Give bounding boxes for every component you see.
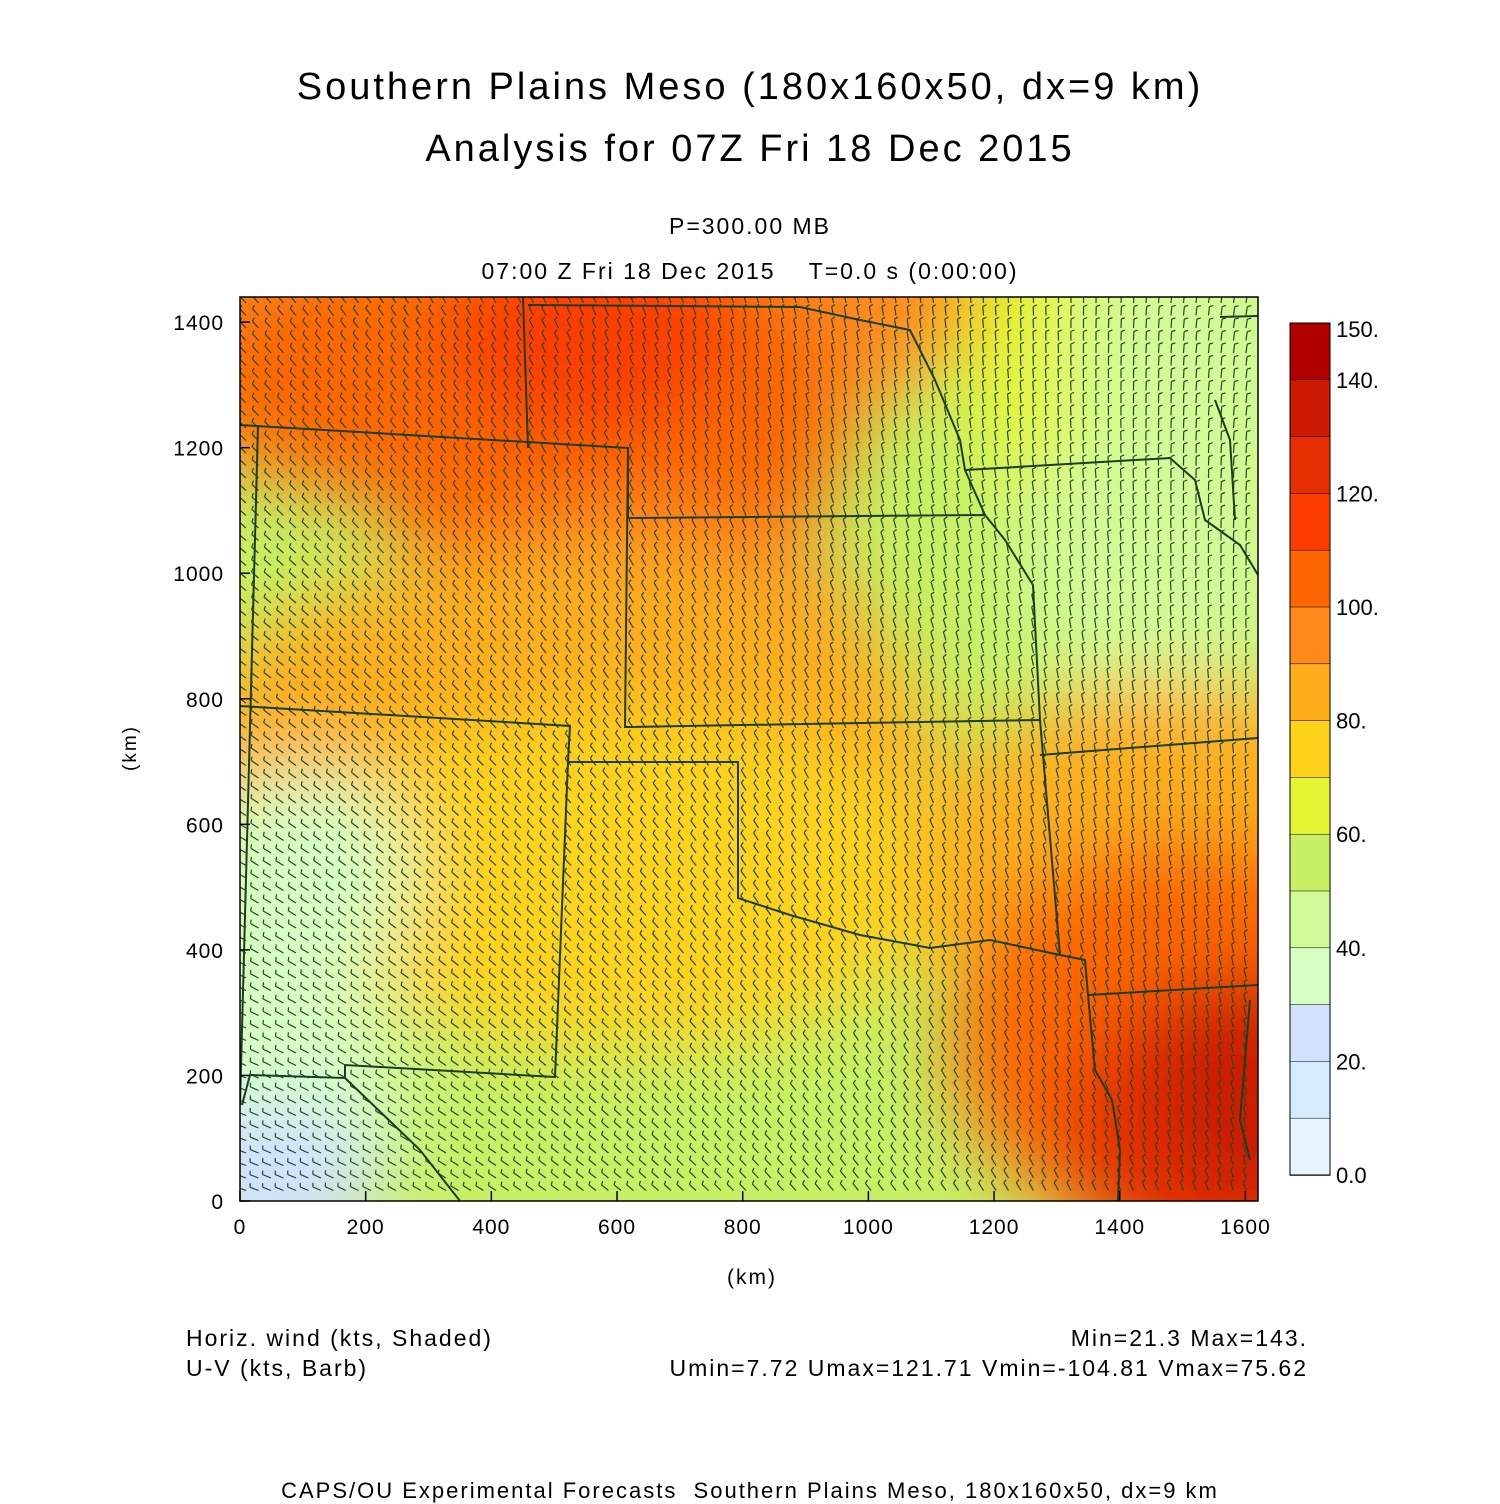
level-label: P=300.00 MB [668,213,831,239]
y-tick-label: 0 [211,1191,224,1214]
x-axis-label: (km) [727,1266,777,1289]
y-tick-label: 1200 [173,438,224,461]
x-tick-label: 1400 [1094,1216,1145,1239]
colorbar-label: 120. [1336,481,1379,506]
x-tick-label: 0 [234,1216,247,1239]
colorbar-segment [1289,606,1331,665]
colorbar-segment [1289,436,1331,495]
colorbar-segment [1289,777,1331,835]
colorbar-label: 100. [1336,595,1379,620]
colorbar-label: 140. [1336,368,1379,393]
x-tick-label: 1600 [1220,1216,1271,1239]
minmax-stats: Min=21.3 Max=143. [1070,1325,1308,1351]
x-tick-label: 600 [598,1216,636,1239]
x-tick-label: 800 [724,1216,762,1239]
y-tick-label: 200 [186,1065,224,1088]
y-tick-label: 1400 [173,312,224,335]
colorbar-segment [1289,663,1331,722]
colorbar: 150. 140. 120. 100. 80. 60. 40. 20. 0.0 [1289,317,1379,1188]
x-tick-label: 1200 [969,1216,1020,1239]
plot-frame [239,296,1259,1202]
colorbar-label: 150. [1336,317,1379,342]
colorbar-segment [1289,1061,1331,1119]
colorbar-segment [1289,1004,1331,1063]
uv-stats: Umin=7.72 Umax=121.71 Vmin=-104.81 Vmax=… [669,1355,1308,1381]
y-tick-label: 1000 [173,563,224,586]
colorbar-segment [1289,379,1331,438]
colorbar-label: 80. [1336,709,1367,734]
y-axis: 0 200 400 600 800 1000 1200 1400 [173,312,250,1214]
wind-speed-shading [240,297,1258,1201]
field-label: Horiz. wind (kts, Shaded) [186,1325,493,1351]
colorbar-segment [1289,1117,1331,1176]
y-tick-label: 400 [186,940,224,963]
colorbar-segment [1289,322,1331,381]
colorbar-segment [1289,493,1331,551]
credit-line: CAPS/OU Experimental Forecasts Southern … [281,1478,1219,1503]
time-label: 07:00 Z Fri 18 Dec 2015 T=0.0 s (0:00:00… [481,258,1019,284]
title-line-1: Southern Plains Meso (180x160x50, dx=9 k… [296,66,1204,108]
colorbar-label: 0.0 [1336,1163,1367,1188]
colorbar-frame [1289,322,1331,1176]
colorbar-segment [1289,549,1331,608]
colorbar-segment [1289,947,1331,1006]
colorbar-segment [1289,833,1331,892]
y-tick-label: 800 [186,689,224,712]
x-tick-label: 200 [347,1216,385,1239]
title-line-2: Analysis for 07Z Fri 18 Dec 2015 [425,128,1075,170]
colorbar-segment [1289,720,1331,779]
colorbar-label: 60. [1336,822,1367,847]
y-tick-label: 600 [186,814,224,837]
colorbar-label: 40. [1336,936,1367,961]
x-tick-label: 1000 [843,1216,894,1239]
barb-label: U-V (kts, Barb) [186,1355,369,1381]
colorbar-label: 20. [1336,1049,1367,1074]
x-tick-label: 400 [472,1216,510,1239]
state-boundaries [240,297,1258,1201]
x-axis: 0 200 400 600 800 1000 1200 1400 1600 [234,1191,1271,1239]
y-axis-label: (km) [120,725,141,771]
colorbar-segment [1289,890,1331,949]
